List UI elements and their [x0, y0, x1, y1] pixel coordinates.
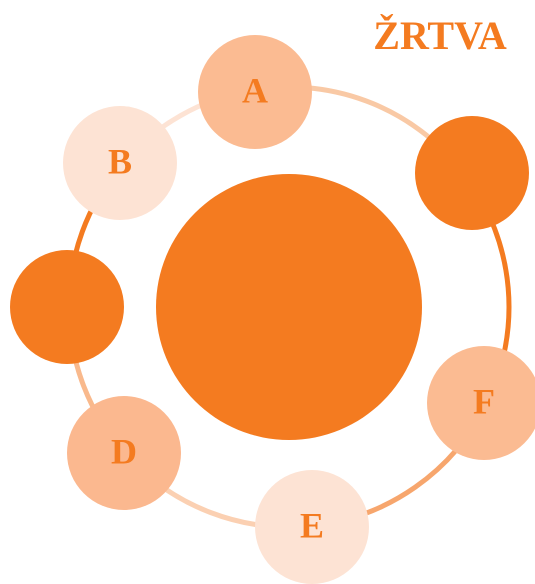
node-label: A — [242, 70, 268, 110]
node-label: E — [300, 505, 324, 545]
center-circle — [156, 174, 422, 440]
title: ŽRTVA — [373, 13, 507, 58]
node-circle — [10, 250, 124, 364]
node-circle — [198, 35, 312, 149]
node-label: B — [108, 141, 132, 181]
node-label: F — [473, 381, 495, 421]
node-circle — [63, 106, 177, 220]
node-circle — [427, 346, 535, 460]
node-circle — [255, 470, 369, 584]
node-circle — [415, 116, 529, 230]
node-label: D — [111, 431, 137, 471]
node-circle — [67, 396, 181, 510]
